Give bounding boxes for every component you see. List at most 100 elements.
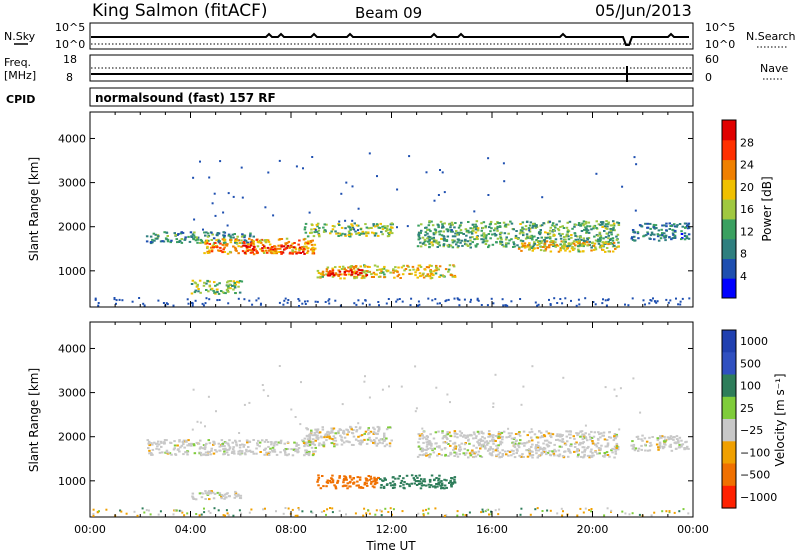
- echo-cell: [631, 297, 634, 300]
- echo-cell: [582, 456, 585, 459]
- colorbar-tick-label: 100: [740, 380, 761, 393]
- velocity-cells: [92, 365, 690, 517]
- echo-cell: [588, 435, 592, 438]
- echo-cell: [559, 243, 562, 246]
- echo-cell: [314, 439, 317, 442]
- echo-cell: [157, 299, 160, 302]
- echo-cell: [528, 224, 532, 227]
- echo-cell: [240, 451, 243, 454]
- echo-cell: [533, 433, 537, 436]
- echo-cell: [576, 242, 580, 245]
- echo-cell: [387, 426, 390, 429]
- echo-cell: [264, 239, 267, 242]
- echo-cell: [434, 486, 437, 489]
- echo-cell: [428, 454, 431, 457]
- echo-cell: [543, 242, 547, 245]
- echo-cell: [658, 441, 662, 444]
- echo-cell: [208, 280, 211, 283]
- echo-cell: [156, 445, 159, 448]
- echo-cell: [334, 299, 337, 302]
- echo-cell: [377, 430, 380, 433]
- echo-cell: [633, 235, 636, 238]
- echo-cell: [323, 434, 327, 437]
- echo-cell: [252, 245, 256, 248]
- echo-cell: [238, 439, 241, 442]
- echo-cell: [599, 236, 603, 239]
- echo-cell: [454, 451, 458, 454]
- echo-cell: [438, 244, 441, 247]
- echo-cell: [604, 236, 608, 239]
- echo-cell: [459, 229, 463, 232]
- echo-cell: [606, 445, 609, 448]
- echo-cell: [624, 512, 627, 515]
- echo-cell: [224, 292, 227, 295]
- echo-cell: [606, 442, 610, 445]
- echo-cell: [577, 238, 580, 241]
- echo-cell: [430, 442, 433, 445]
- echo-cell: [306, 250, 310, 253]
- echo-cell: [456, 238, 460, 241]
- echo-cell: [372, 426, 375, 429]
- echo-cell: [320, 510, 323, 513]
- echo-cell: [234, 441, 238, 444]
- echo-cell: [260, 241, 263, 244]
- echo-cell: [277, 441, 281, 444]
- echo-cell: [212, 497, 216, 500]
- echo-cell: [357, 422, 360, 425]
- echo-cell: [228, 446, 232, 449]
- echo-cell: [283, 449, 286, 452]
- echo-cell: [426, 232, 429, 235]
- echo-cell: [552, 245, 555, 247]
- echo-cell: [210, 231, 213, 234]
- echo-cell: [458, 453, 461, 456]
- echo-cell: [478, 444, 481, 447]
- echo-cell: [578, 223, 582, 226]
- echo-cell: [205, 442, 208, 445]
- echo-cell: [368, 436, 371, 439]
- echo-cell: [505, 242, 508, 245]
- echo-cell: [489, 230, 492, 233]
- echo-cell: [472, 444, 475, 447]
- echo-cell: [297, 447, 301, 450]
- echo-cell: [428, 456, 431, 459]
- echo-cell: [486, 449, 490, 452]
- echo-cell: [232, 446, 235, 449]
- echo-cell: [431, 273, 435, 276]
- echo-cell: [162, 302, 165, 304]
- echo-cell: [458, 448, 461, 451]
- echo-cell: [352, 435, 356, 438]
- echo-cell: [592, 442, 595, 445]
- echo-cell: [570, 234, 573, 236]
- echo-cell: [580, 239, 583, 241]
- echo-cell: [517, 432, 520, 435]
- echo-cell: [203, 511, 206, 514]
- echo-cell: [240, 450, 244, 453]
- echo-cell: [406, 264, 409, 267]
- echo-cell: [255, 238, 258, 241]
- echo-cell: [388, 231, 392, 234]
- echo-cell: [362, 514, 365, 517]
- echo-cell: [264, 507, 266, 510]
- echo-cell: [673, 223, 676, 226]
- echo-cell: [234, 240, 237, 242]
- echo-cell: [591, 440, 594, 442]
- echo-cell: [222, 239, 226, 242]
- echo-cell: [445, 486, 448, 489]
- echo-cell: [559, 298, 562, 300]
- echo-cell: [268, 451, 272, 454]
- echo-cell: [206, 235, 210, 238]
- echo-cell: [284, 247, 287, 250]
- echo-cell: [319, 487, 323, 490]
- echo-cell: [259, 239, 263, 242]
- echo-cell: [596, 437, 600, 440]
- echo-cell: [214, 246, 217, 248]
- echo-cell: [363, 276, 366, 279]
- echo-cell: [426, 436, 429, 438]
- echo-cell: [514, 234, 518, 237]
- echo-cell: [533, 242, 537, 245]
- echo-cell: [452, 442, 455, 445]
- echo-cell: [321, 271, 325, 274]
- echo-cell: [549, 441, 552, 444]
- echo-cell: [428, 441, 430, 444]
- echo-cell: [533, 235, 536, 238]
